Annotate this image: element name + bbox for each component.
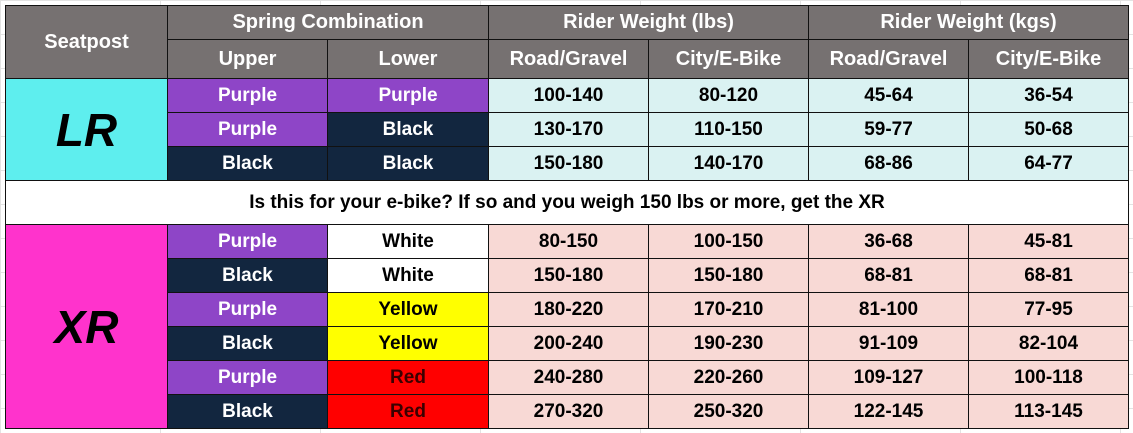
city-kgs-cell: 36-54	[968, 78, 1129, 113]
header-weight-lbs: Rider Weight (lbs)	[488, 5, 809, 40]
table-row: Purple Yellow 180-220 170-210 81-100 77-95	[6, 292, 1129, 327]
road-kgs-cell: 68-81	[808, 258, 969, 293]
upper-spring-cell: Black	[167, 146, 328, 181]
upper-spring-cell: Black	[167, 258, 328, 293]
header-city-ebike-lbs: City/E-Bike	[648, 39, 809, 79]
table-row: LR Purple Purple 100-140 80-120 45-64 36-54	[5, 78, 1129, 181]
city-lbs-cell: 80-120	[648, 78, 809, 113]
road-lbs-cell: 180-220	[488, 292, 649, 327]
road-kgs-cell: 122-145	[808, 394, 969, 429]
header-seatpost: Seatpost	[5, 5, 168, 79]
upper-spring-cell: Black	[167, 394, 328, 429]
city-kgs-cell: 45-81	[968, 224, 1129, 259]
road-lbs-cell: 240-280	[488, 360, 649, 395]
road-kgs-cell: 109-127	[808, 360, 969, 395]
city-lbs-cell: 250-320	[648, 394, 809, 429]
lower-spring-cell: Red	[327, 394, 489, 429]
city-kgs-cell: 100-118	[968, 360, 1129, 395]
header-spring-combination: Spring Combination	[167, 5, 489, 40]
road-lbs-cell: 80-150	[488, 224, 649, 259]
city-kgs-cell: 77-95	[968, 292, 1129, 327]
road-lbs-cell: 150-180	[488, 146, 649, 181]
lower-spring-cell: White	[327, 224, 489, 259]
city-lbs-cell: 100-150	[648, 224, 809, 259]
lower-spring-cell: Yellow	[327, 292, 489, 327]
lower-spring-cell: Yellow	[327, 326, 489, 361]
city-kgs-cell: 64-77	[968, 146, 1129, 181]
upper-spring-cell: Purple	[167, 292, 328, 327]
city-lbs-cell: 190-230	[648, 326, 809, 361]
road-kgs-cell: 45-64	[808, 78, 969, 113]
city-kgs-cell: 113-145	[968, 394, 1129, 429]
lower-spring-cell: White	[327, 258, 489, 293]
header-road-gravel-kgs: Road/Gravel	[808, 39, 969, 79]
header-city-ebike-kgs: City/E-Bike	[968, 39, 1129, 79]
table-row: Black White 150-180 150-180 68-81 68-81	[6, 258, 1129, 293]
header-upper: Upper	[167, 39, 328, 79]
table-row: Purple Red 240-280 220-260 109-127 100-118	[6, 360, 1129, 395]
city-lbs-cell: 140-170	[648, 146, 809, 181]
road-kgs-cell: 36-68	[808, 224, 969, 259]
road-lbs-cell: 100-140	[488, 78, 649, 113]
city-lbs-cell: 220-260	[648, 360, 809, 395]
lower-spring-cell: Red	[327, 360, 489, 395]
city-kgs-cell: 50-68	[968, 112, 1129, 147]
road-kgs-cell: 59-77	[808, 112, 969, 147]
lower-spring-cell: Black	[327, 146, 489, 181]
seatpost-lr: LR	[5, 78, 168, 181]
table-row: Purple Black 130-170 110-150 59-77 50-68	[6, 112, 1129, 147]
note-row: Is this for your e-bike? If so and you w…	[5, 180, 1129, 225]
upper-spring-cell: Purple	[167, 224, 328, 259]
table-row: Black Yellow 200-240 190-230 91-109 82-104	[6, 326, 1129, 361]
seatpost-xr: XR	[5, 224, 168, 429]
lower-spring-cell: Purple	[327, 78, 489, 113]
spring-weight-table: Seatpost Spring Combination Rider Weight…	[5, 5, 1129, 429]
road-kgs-cell: 91-109	[808, 326, 969, 361]
upper-spring-cell: Purple	[167, 360, 328, 395]
table-row: Black Red 270-320 250-320 122-145 113-145	[6, 394, 1129, 429]
road-kgs-cell: 68-86	[808, 146, 969, 181]
road-lbs-cell: 130-170	[488, 112, 649, 147]
city-kgs-cell: 82-104	[968, 326, 1129, 361]
lower-spring-cell: Black	[327, 112, 489, 147]
city-lbs-cell: 110-150	[648, 112, 809, 147]
table-body: LR Purple Purple 100-140 80-120 45-64 36-54 Pur…	[5, 78, 1129, 429]
table-row: Black Black 150-180 140-170 68-86 64-77	[6, 146, 1129, 181]
upper-spring-cell: Purple	[167, 112, 328, 147]
table-row: XR Purple White 80-150 100-150 36-68 45-81	[5, 224, 1129, 429]
city-kgs-cell: 68-81	[968, 258, 1129, 293]
road-lbs-cell: 200-240	[488, 326, 649, 361]
header-lower: Lower	[327, 39, 489, 79]
upper-spring-cell: Black	[167, 326, 328, 361]
city-lbs-cell: 170-210	[648, 292, 809, 327]
road-lbs-cell: 270-320	[488, 394, 649, 429]
city-lbs-cell: 150-180	[648, 258, 809, 293]
road-kgs-cell: 81-100	[808, 292, 969, 327]
road-lbs-cell: 150-180	[488, 258, 649, 293]
header-weight-kgs: Rider Weight (kgs)	[808, 5, 1129, 40]
ebike-note: Is this for your e-bike? If so and you w…	[5, 180, 1129, 225]
upper-spring-cell: Purple	[167, 78, 328, 113]
header-road-gravel-lbs: Road/Gravel	[488, 39, 649, 79]
